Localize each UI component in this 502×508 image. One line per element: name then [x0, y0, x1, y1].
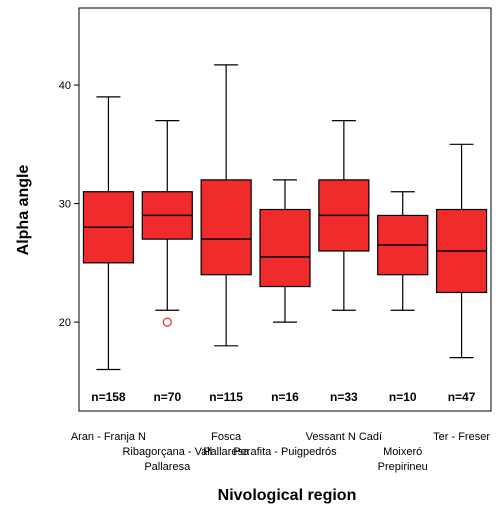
sample-size-label: n=70: [153, 390, 181, 404]
sample-size-label: n=33: [330, 390, 358, 404]
iqr-box: [259, 208, 311, 288]
category-label: Perafita - Puigpedrós: [233, 446, 337, 458]
boxes-layer: [82, 64, 488, 371]
box-group: [377, 191, 429, 311]
y-axis: 20 30 40: [59, 80, 79, 329]
box-group: [200, 64, 252, 347]
sample-size-label: n=115: [209, 390, 243, 404]
category-label: Ribagorçana - Vall: [122, 446, 212, 458]
box-group: [82, 96, 135, 371]
outlier-point: [162, 317, 172, 327]
x-axis-title: Nivological region: [218, 487, 357, 504]
sample-size-label: n=16: [271, 390, 299, 404]
y-tick-label: 20: [59, 317, 71, 329]
iqr-box: [200, 179, 252, 276]
box-group: [318, 120, 370, 311]
category-label: Moixeró: [383, 446, 422, 458]
box-group: [435, 143, 488, 359]
sample-size-labels: n=158 n=70 n=115 n=16 n=33 n=10 n=47: [91, 390, 475, 404]
sample-size-label: n=158: [91, 390, 126, 404]
box-group: [141, 120, 193, 327]
category-label: Pallaresa: [144, 461, 191, 473]
category-label: Vessant N Cadí: [306, 431, 382, 443]
category-label: Aran - Franja N: [71, 431, 146, 443]
category-label: Pallaresa: [203, 446, 250, 458]
y-tick-label: 40: [59, 80, 71, 92]
y-tick-label: 30: [59, 199, 71, 211]
category-label: Ter - Freser: [433, 431, 490, 443]
category-label: Prepirineu: [378, 461, 428, 473]
y-axis-title: Alpha angle: [15, 165, 32, 256]
sample-size-label: n=47: [448, 390, 476, 404]
plot-area-frame: [78, 7, 492, 412]
category-label: Fosca: [211, 431, 242, 443]
sample-size-label: n=10: [389, 390, 417, 404]
box-group: [259, 179, 311, 323]
